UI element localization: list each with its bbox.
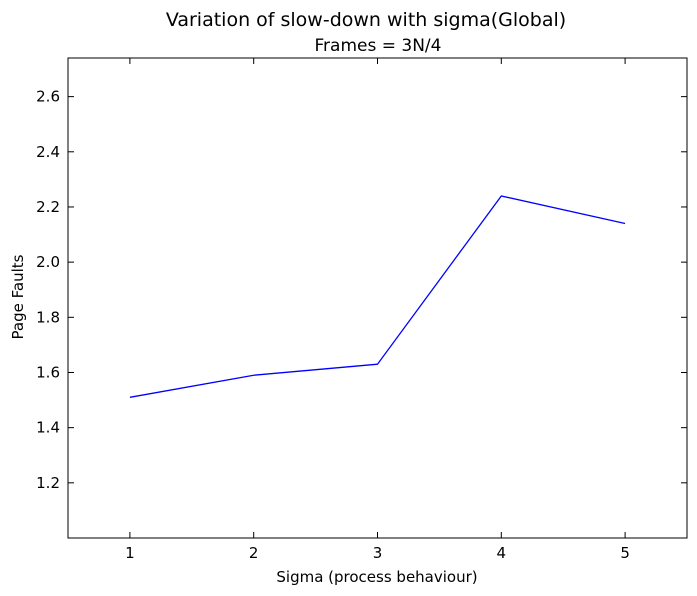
y-tick-label: 1.4 xyxy=(36,419,60,437)
y-axis-ticks: 1.2 1.4 1.6 1.8 2.0 2.2 2.4 2.6 xyxy=(36,88,687,492)
plot-area xyxy=(67,57,688,539)
x-axis-label: Sigma (process behaviour) xyxy=(276,568,477,586)
chart-title: Variation of slow-down with sigma(Global… xyxy=(166,9,566,31)
y-tick-label: 2.2 xyxy=(36,198,60,216)
y-axis-label: Page Faults xyxy=(9,254,27,339)
series-line xyxy=(129,195,626,398)
y-tick-label: 2.0 xyxy=(36,253,60,271)
x-tick-label: 3 xyxy=(373,544,383,562)
x-tick-label: 2 xyxy=(249,544,259,562)
x-tick-label: 1 xyxy=(125,544,135,562)
y-tick-label: 2.4 xyxy=(36,143,60,161)
series-layer xyxy=(129,195,626,398)
y-tick-label: 2.6 xyxy=(36,88,60,106)
y-tick-label: 1.8 xyxy=(36,308,60,326)
x-tick-label: 5 xyxy=(620,544,630,562)
y-tick-label: 1.6 xyxy=(36,363,60,381)
y-tick-label: 1.2 xyxy=(36,474,60,492)
x-tick-label: 4 xyxy=(497,544,507,562)
chart-subtitle: Frames = 3N/4 xyxy=(315,36,442,56)
x-axis-ticks: 1 2 3 4 5 xyxy=(125,58,630,562)
